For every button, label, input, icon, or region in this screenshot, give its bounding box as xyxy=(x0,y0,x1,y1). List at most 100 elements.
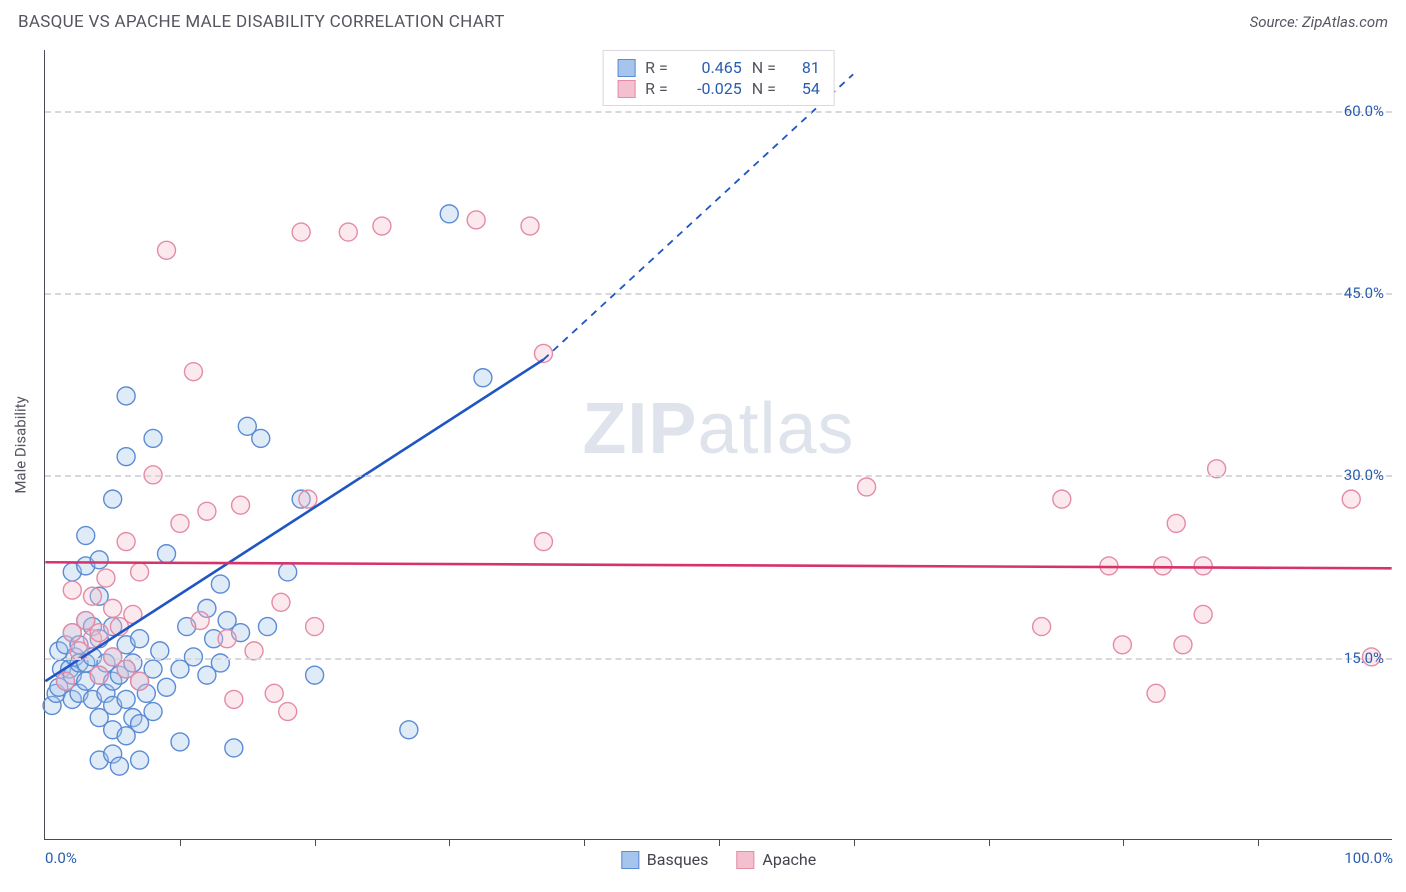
scatter-point xyxy=(299,490,317,508)
scatter-point xyxy=(225,690,243,708)
trend-line-extrapolated xyxy=(543,74,853,359)
y-tick-label: 60.0% xyxy=(1344,102,1384,120)
legend-stat-row: R = -0.025 N = 54 xyxy=(617,78,820,99)
legend-bottom: Basques Apache xyxy=(621,850,816,869)
scatter-point xyxy=(265,684,283,702)
scatter-point xyxy=(1174,636,1192,654)
legend-n-label: N = xyxy=(752,58,776,77)
chart-plot-area: ZIPatlas R = 0.465 N = 81 R = -0.025 N =… xyxy=(44,50,1392,840)
legend-swatch xyxy=(621,851,639,869)
scatter-point xyxy=(90,666,108,684)
trend-line xyxy=(45,360,543,682)
legend-n-value: 54 xyxy=(786,79,820,98)
scatter-point xyxy=(211,575,229,593)
scatter-point xyxy=(117,690,135,708)
scatter-point xyxy=(211,654,229,672)
x-tick xyxy=(989,839,990,846)
source-attribution: Source: ZipAtlas.com xyxy=(1250,13,1388,31)
trend-line xyxy=(45,562,1391,568)
scatter-point xyxy=(57,672,75,690)
scatter-point xyxy=(198,502,216,520)
x-tick xyxy=(1258,839,1259,846)
scatter-point xyxy=(521,217,539,235)
legend-stat-row: R = 0.465 N = 81 xyxy=(617,57,820,78)
scatter-point xyxy=(158,678,176,696)
scatter-point xyxy=(467,211,485,229)
scatter-point xyxy=(158,241,176,259)
legend-n-value: 81 xyxy=(786,58,820,77)
scatter-point xyxy=(117,448,135,466)
legend-swatch xyxy=(617,59,635,77)
x-tick xyxy=(315,839,316,846)
scatter-point xyxy=(131,672,149,690)
legend-stats-box: R = 0.465 N = 81 R = -0.025 N = 54 xyxy=(602,50,835,106)
scatter-point xyxy=(83,587,101,605)
x-tick xyxy=(854,839,855,846)
scatter-point xyxy=(279,563,297,581)
scatter-point xyxy=(534,533,552,551)
legend-item: Basques xyxy=(621,850,709,869)
scatter-point xyxy=(171,514,189,532)
scatter-point xyxy=(191,612,209,630)
legend-swatch xyxy=(617,80,635,98)
legend-r-label: R = xyxy=(645,58,668,77)
legend-r-value: -0.025 xyxy=(678,79,742,98)
y-tick-label: 45.0% xyxy=(1344,284,1384,302)
scatter-point xyxy=(97,569,115,587)
x-tick xyxy=(584,839,585,846)
scatter-point xyxy=(1194,557,1212,575)
scatter-point xyxy=(1147,684,1165,702)
scatter-point xyxy=(104,490,122,508)
x-tick xyxy=(719,839,720,846)
scatter-point xyxy=(1167,514,1185,532)
scatter-point xyxy=(474,369,492,387)
scatter-point xyxy=(1053,490,1071,508)
scatter-point xyxy=(63,581,81,599)
scatter-point xyxy=(1342,490,1360,508)
scatter-point xyxy=(292,223,310,241)
scatter-point xyxy=(1154,557,1172,575)
y-axis-label-container: Male Disability xyxy=(6,50,36,840)
scatter-point xyxy=(90,551,108,569)
x-tick-label: 100.0% xyxy=(1344,849,1393,867)
scatter-point xyxy=(131,563,149,581)
scatter-point xyxy=(144,703,162,721)
legend-swatch xyxy=(736,851,754,869)
legend-item: Apache xyxy=(736,850,816,869)
y-tick-label: 30.0% xyxy=(1344,466,1384,484)
scatter-point xyxy=(225,739,243,757)
gridline-h xyxy=(45,111,1392,113)
legend-r-label: R = xyxy=(645,79,668,98)
scatter-point xyxy=(440,205,458,223)
scatter-point xyxy=(400,721,418,739)
scatter-point xyxy=(90,624,108,642)
scatter-point xyxy=(171,733,189,751)
scatter-point xyxy=(104,599,122,617)
y-tick-label: 15.0% xyxy=(1344,649,1384,667)
gridline-h xyxy=(45,293,1392,295)
scatter-point xyxy=(117,533,135,551)
x-tick-label: 0.0% xyxy=(45,849,77,867)
scatter-point xyxy=(184,363,202,381)
scatter-point xyxy=(259,618,277,636)
gridline-h xyxy=(45,475,1392,477)
gridline-h xyxy=(45,658,1392,660)
scatter-point xyxy=(77,527,95,545)
scatter-point xyxy=(306,618,324,636)
scatter-point xyxy=(339,223,357,241)
legend-n-label: N = xyxy=(752,79,776,98)
scatter-point xyxy=(131,630,149,648)
scatter-point xyxy=(131,751,149,769)
scatter-point xyxy=(1033,618,1051,636)
scatter-point xyxy=(279,703,297,721)
scatter-point xyxy=(306,666,324,684)
scatter-point xyxy=(373,217,391,235)
scatter-point xyxy=(858,478,876,496)
legend-series-name: Basques xyxy=(647,850,709,869)
scatter-point xyxy=(218,630,236,648)
scatter-point xyxy=(144,429,162,447)
scatter-point xyxy=(252,429,270,447)
scatter-point xyxy=(117,387,135,405)
header-row: BASQUE VS APACHE MALE DISABILITY CORRELA… xyxy=(0,0,1406,38)
y-axis-label: Male Disability xyxy=(12,396,30,493)
